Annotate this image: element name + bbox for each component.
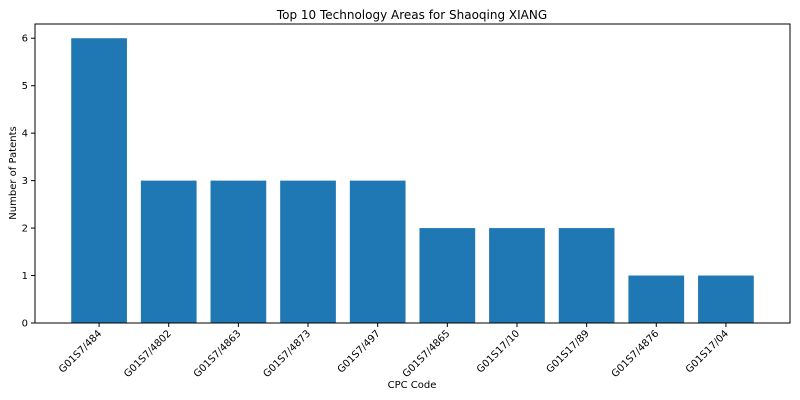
x-tick-label: G01S7/484 — [57, 328, 104, 375]
bar-G01S7/4865 — [419, 228, 475, 323]
x-tick-label: G01S17/04 — [684, 328, 731, 375]
y-tick-label: 6 — [22, 34, 28, 45]
bar-G01S17/04 — [698, 276, 754, 323]
y-axis: 0 1 2 3 4 5 6 — [22, 34, 35, 330]
x-tick-label: G01S17/89 — [545, 328, 592, 375]
chart-title: Top 10 Technology Areas for Shaoqing XIA… — [276, 8, 547, 22]
bar-G01S7/4863 — [211, 181, 267, 323]
bar-G01S7/484 — [71, 38, 127, 323]
bar-G01S7/497 — [350, 181, 406, 323]
y-tick-label: 1 — [22, 271, 28, 282]
x-tick-label: G01S7/4876 — [610, 328, 662, 380]
bar-G01S7/4802 — [141, 181, 197, 323]
bar-G01S7/4876 — [628, 276, 684, 323]
y-axis-title: Number of Patents — [8, 126, 19, 219]
y-tick-label: 2 — [22, 224, 28, 235]
y-tick-label: 0 — [22, 319, 28, 330]
x-tick-label: G01S7/4802 — [122, 328, 174, 380]
x-tick-label: G01S7/4873 — [262, 328, 314, 380]
x-tick-label: G01S7/4865 — [401, 328, 453, 380]
y-tick-label: 5 — [22, 81, 28, 92]
bars-group — [71, 38, 754, 323]
y-tick-label: 3 — [22, 176, 28, 187]
x-axis-title: CPC Code — [388, 380, 437, 391]
x-tick-label: G01S7/497 — [336, 328, 383, 375]
x-axis: G01S7/484 G01S7/4802 G01S7/4863 G01S7/4873 G… — [57, 323, 731, 380]
y-tick-label: 4 — [22, 129, 28, 140]
x-tick-label: G01S7/4863 — [192, 328, 244, 380]
bar-G01S17/10 — [489, 228, 545, 323]
bar-G01S17/89 — [559, 228, 615, 323]
bar-G01S7/4873 — [280, 181, 336, 323]
x-tick-label: G01S17/10 — [475, 328, 522, 375]
